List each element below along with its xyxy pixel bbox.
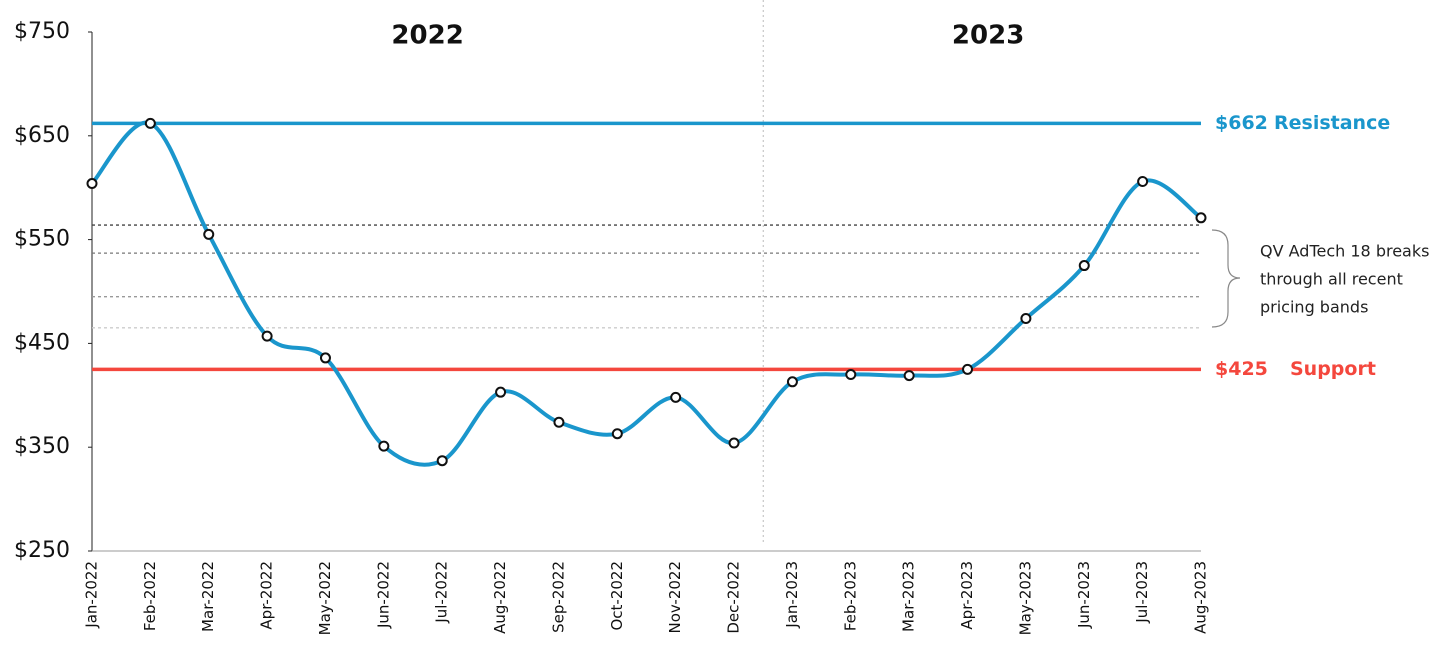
annotation: QV AdTech 18 breaks <box>1260 242 1429 261</box>
reference-name: Resistance <box>1274 112 1390 134</box>
x-tick-label: Dec-2022 <box>725 561 743 634</box>
x-tick-label: Nov-2022 <box>666 561 684 633</box>
data-point <box>786 376 798 388</box>
data-point <box>903 370 915 382</box>
x-tick-label: Aug-2023 <box>1192 561 1210 634</box>
x-tick-label: May-2023 <box>1016 561 1034 635</box>
brace <box>1211 229 1241 328</box>
y-tick-label: $450 <box>14 330 70 355</box>
data-point <box>845 369 857 381</box>
data-point <box>670 391 682 403</box>
year-label: 2023 <box>952 21 1024 51</box>
data-point <box>962 363 974 375</box>
x-tick-label: Feb-2023 <box>841 561 859 631</box>
y-tick-label: $250 <box>14 538 70 563</box>
x-tick-label: Aug-2022 <box>491 561 509 634</box>
data-point <box>144 117 156 129</box>
year-label: 2022 <box>391 21 463 51</box>
data-point <box>436 455 448 467</box>
x-tick-label: Apr-2022 <box>258 561 276 630</box>
x-tick-label: Jun-2022 <box>374 561 392 629</box>
data-point <box>1020 312 1032 324</box>
data-point <box>86 178 98 190</box>
data-point <box>728 437 740 449</box>
x-tick-label: Jan-2023 <box>783 561 801 629</box>
data-point <box>319 352 331 364</box>
reference-value: $425 <box>1215 358 1268 380</box>
data-point <box>1078 260 1090 272</box>
y-tick-label: $650 <box>14 123 70 148</box>
data-point <box>203 228 215 240</box>
y-tick-label: $550 <box>14 227 70 252</box>
x-tick-label: Jun-2023 <box>1075 561 1093 629</box>
x-tick-label: Mar-2022 <box>199 561 217 632</box>
data-point <box>1195 212 1207 224</box>
data-point <box>261 330 273 342</box>
x-tick-label: Sep-2022 <box>549 561 567 633</box>
x-tick-label: Jul-2023 <box>1133 561 1151 624</box>
price-line <box>90 120 1203 467</box>
reference-name: Support <box>1290 358 1376 380</box>
x-tick-label: Jan-2022 <box>83 561 101 629</box>
annotation: pricing bands <box>1260 298 1368 317</box>
data-point <box>611 428 623 440</box>
y-tick-label: $350 <box>14 434 70 459</box>
y-tick-label: $750 <box>14 19 70 44</box>
annotation: through all recent <box>1260 270 1403 289</box>
x-tick-label: Apr-2023 <box>958 561 976 630</box>
x-tick-label: May-2022 <box>316 561 334 635</box>
data-point <box>1137 175 1149 187</box>
data-point <box>553 416 565 428</box>
x-tick-label: Jul-2022 <box>433 561 451 624</box>
data-point <box>495 386 507 398</box>
data-point <box>378 440 390 452</box>
x-tick-label: Feb-2022 <box>141 561 159 631</box>
x-tick-label: Oct-2022 <box>608 561 626 631</box>
x-tick-label: Mar-2023 <box>900 561 918 632</box>
reference-value: $662 <box>1215 112 1268 134</box>
